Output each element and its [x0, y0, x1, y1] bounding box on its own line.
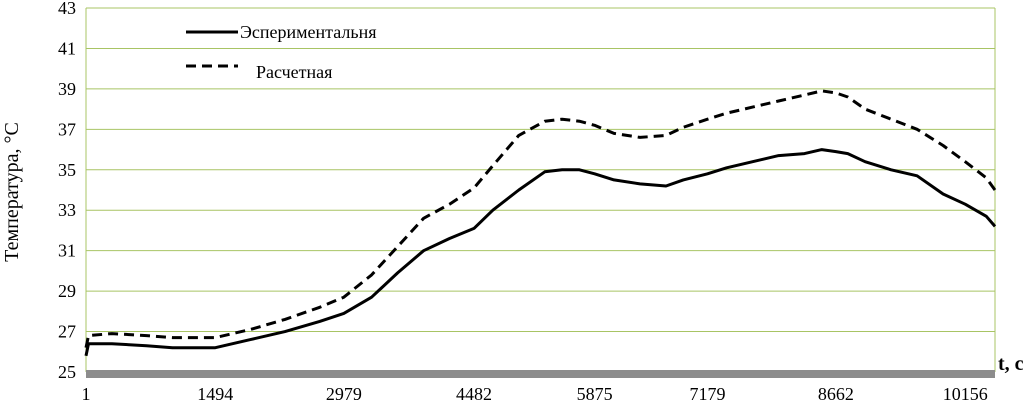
series-line-calculated	[84, 89, 997, 349]
legend-label-experimental: Эспериментальня	[240, 22, 376, 42]
x-axis-baseline	[86, 370, 995, 378]
y-tick-label: 31	[58, 241, 76, 261]
y-tick-label: 37	[58, 119, 76, 139]
x-axis-title: t, c	[998, 353, 1024, 375]
gridlines	[85, 7, 996, 372]
y-tick-label: 27	[58, 322, 76, 342]
legend-label-calculated: Расчетная	[256, 62, 332, 82]
x-tick-label: 7179	[689, 384, 725, 404]
y-tick-label: 25	[58, 362, 76, 382]
y-axis-title: Температура, °С	[1, 122, 23, 262]
y-tick-label: 35	[58, 160, 76, 180]
x-tick-labels: 1 1494 2979 4482 5875 7179 8662 10156	[82, 384, 988, 404]
y-tick-label: 29	[58, 281, 76, 301]
y-tick-labels: 25 27 29 31 33 35 37 39 41 43	[58, 0, 76, 382]
legend: Эспериментальня Расчетная	[186, 22, 376, 82]
x-tick-label: 2979	[326, 384, 362, 404]
y-tick-label: 43	[58, 0, 76, 18]
x-tick-label: 1	[82, 384, 91, 404]
x-tick-label: 5875	[577, 384, 613, 404]
y-tick-label: 33	[58, 200, 76, 220]
y-tick-label: 39	[58, 79, 76, 99]
x-tick-label: 1494	[197, 384, 233, 404]
series-line-experimental	[84, 148, 997, 357]
x-tick-label: 8662	[818, 384, 854, 404]
y-tick-label: 41	[58, 38, 76, 58]
x-tick-label: 10156	[943, 384, 988, 404]
x-tick-label: 4482	[456, 384, 492, 404]
series-lines	[84, 89, 997, 357]
